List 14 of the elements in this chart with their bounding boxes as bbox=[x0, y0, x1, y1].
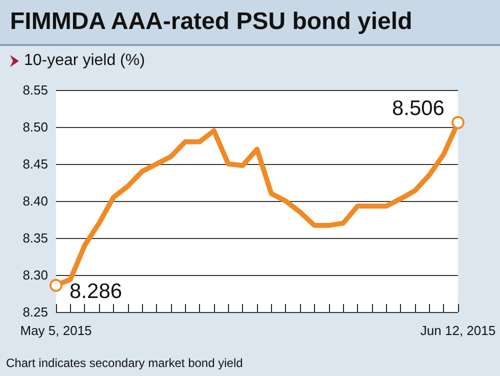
y-tick-label: 8.50 bbox=[22, 120, 48, 134]
data-label: 8.506 bbox=[392, 97, 444, 120]
y-tick-label: 8.30 bbox=[22, 268, 48, 282]
y-tick-label: 8.25 bbox=[22, 304, 48, 320]
chart-subtitle: 10-year yield (%) bbox=[24, 52, 145, 70]
y-tick-label: 8.35 bbox=[22, 230, 48, 246]
y-tick-label: 8.45 bbox=[22, 156, 48, 172]
x-tick-label: Jun 12, 2015 bbox=[420, 323, 496, 338]
y-tick-label: 8.55 bbox=[22, 82, 48, 98]
chart-title: FIMMDA AAA-rated PSU bond yield bbox=[10, 8, 412, 36]
data-label: 8.286 bbox=[70, 280, 122, 303]
x-tick-label: May 5, 2015 bbox=[20, 323, 92, 338]
text: Chart indicates secondary market bond yield bbox=[6, 356, 243, 370]
y-tick-label: 8.40 bbox=[22, 194, 48, 208]
